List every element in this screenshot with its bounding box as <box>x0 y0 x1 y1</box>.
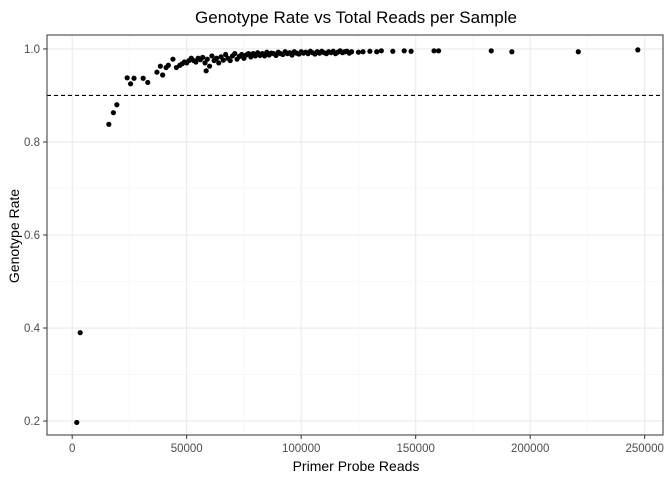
data-point <box>635 47 641 53</box>
data-point <box>232 51 238 57</box>
data-point <box>160 72 166 78</box>
data-point <box>154 69 160 75</box>
data-point <box>157 63 163 69</box>
chart-title: Genotype Rate vs Total Reads per Sample <box>195 8 517 27</box>
data-point <box>170 56 176 62</box>
x-axis: 0 50000 100000 150000 200000 250000 <box>69 435 664 455</box>
data-points <box>74 47 641 426</box>
data-point <box>374 49 380 55</box>
data-point <box>348 49 355 55</box>
y-tick-label: 0.2 <box>24 416 40 428</box>
data-point <box>77 330 83 336</box>
x-tick-label: 0 <box>69 443 75 455</box>
data-point <box>193 59 199 65</box>
data-point <box>239 51 245 58</box>
data-point <box>114 102 120 108</box>
data-point <box>431 48 437 54</box>
data-point <box>378 48 384 54</box>
data-point <box>213 55 220 61</box>
y-axis: 0.2 0.4 0.6 0.8 1.0 <box>24 44 47 428</box>
data-point <box>74 419 80 426</box>
data-point <box>261 53 268 59</box>
x-tick-label: 200000 <box>511 443 549 455</box>
data-point <box>435 48 442 54</box>
x-tick-label: 250000 <box>625 443 663 455</box>
data-point <box>227 57 233 64</box>
data-point <box>131 75 137 81</box>
x-tick-label: 50000 <box>171 443 203 455</box>
y-tick-label: 1.0 <box>24 44 40 56</box>
data-point <box>408 48 414 54</box>
y-tick-label: 0.6 <box>24 230 40 242</box>
data-point <box>509 49 515 55</box>
x-tick-label: 100000 <box>282 443 320 455</box>
y-tick-label: 0.8 <box>24 137 40 149</box>
data-point <box>127 81 134 87</box>
data-point <box>220 57 226 63</box>
data-point <box>124 75 130 81</box>
data-point <box>145 79 151 86</box>
data-point <box>488 48 494 54</box>
data-point <box>575 49 581 55</box>
data-point <box>216 60 222 66</box>
data-point <box>223 51 229 58</box>
data-point <box>204 56 210 62</box>
x-axis-label: Primer Probe Reads <box>293 458 420 474</box>
data-point <box>355 49 362 55</box>
data-point <box>401 48 407 54</box>
data-point <box>367 48 373 54</box>
data-point <box>140 75 146 81</box>
y-tick-label: 0.4 <box>24 323 41 335</box>
data-point <box>200 54 206 60</box>
data-point <box>209 53 215 59</box>
data-point <box>110 110 117 116</box>
data-point <box>106 121 112 127</box>
data-point <box>202 60 208 66</box>
data-point <box>203 68 209 74</box>
data-point <box>165 62 171 68</box>
grid-lines <box>47 35 663 435</box>
y-axis-label: Genotype Rate <box>6 189 22 283</box>
data-point <box>360 49 366 55</box>
data-point <box>206 63 213 69</box>
data-point <box>390 48 396 54</box>
x-tick-label: 150000 <box>396 443 434 455</box>
